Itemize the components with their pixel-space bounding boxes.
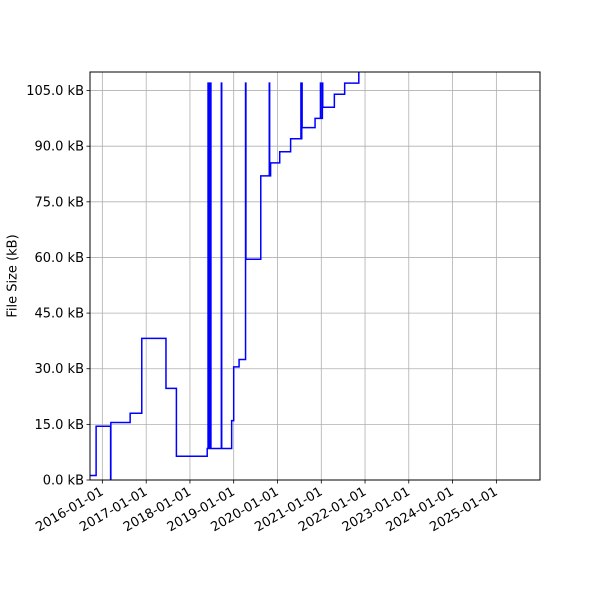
y-tick-label: 60.0 kB [34, 251, 84, 266]
file-size-series-line [90, 72, 360, 480]
plot-frame [89, 71, 541, 481]
y-tick-label: 15.0 kB [34, 418, 84, 433]
grid-layer [90, 72, 540, 481]
series-layer [90, 72, 360, 480]
y-tick-label: 45.0 kB [34, 307, 84, 322]
y-tick-label: 75.0 kB [34, 195, 84, 210]
y-tick-label: 0.0 kB [43, 474, 84, 489]
y-tick-label: 90.0 kB [34, 140, 84, 155]
y-axis-label: File Size (kB) [6, 234, 21, 317]
y-tick-label: 105.0 kB [26, 84, 84, 99]
tick-layer: 0.0 kB 15.0 kB 30.0 kB 45.0 kB 60.0 kB 75.0 k… [26, 84, 500, 535]
y-tick-label: 30.0 kB [34, 362, 84, 377]
